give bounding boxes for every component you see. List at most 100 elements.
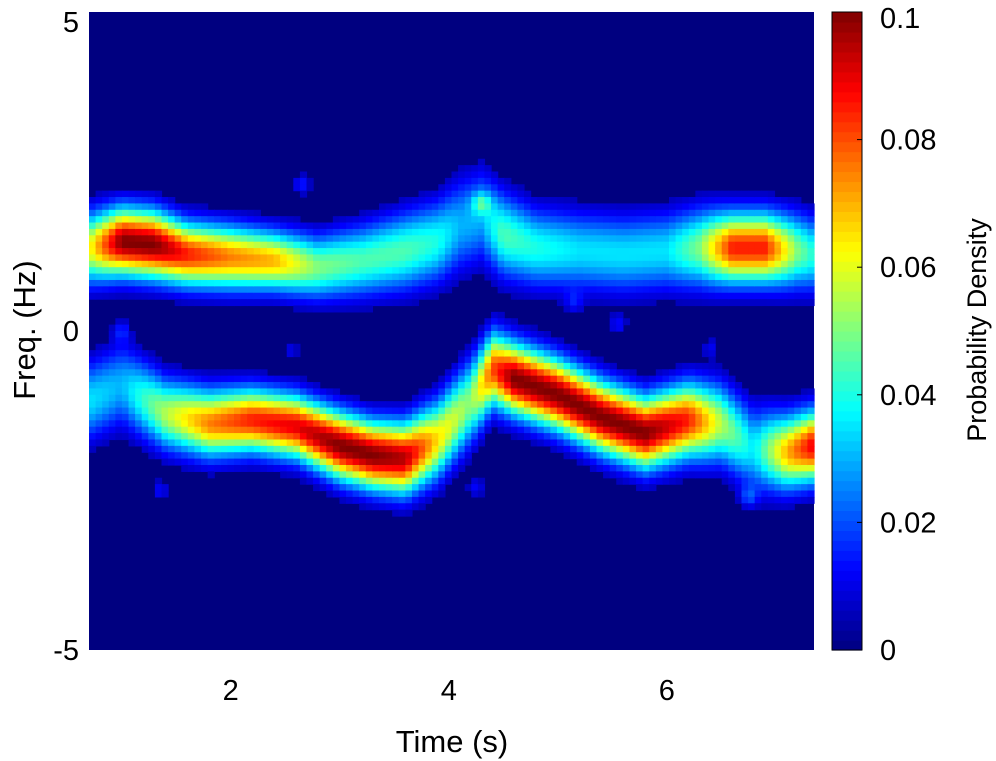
heatmap-cell	[510, 324, 519, 332]
heatmap-cell	[517, 267, 525, 275]
heatmap-cell	[800, 254, 809, 262]
heatmap-cell	[365, 503, 374, 511]
heatmap-cell	[649, 235, 657, 243]
heatmap-cell	[484, 241, 492, 249]
heatmap-cell	[286, 420, 294, 428]
heatmap-cell	[741, 484, 749, 492]
heatmap-cell	[121, 248, 130, 256]
heatmap-cell	[425, 401, 433, 409]
heatmap-cell	[576, 260, 584, 268]
heatmap-cell	[721, 426, 729, 434]
x-tick-label: 2	[223, 675, 239, 707]
heatmap-cell	[359, 216, 367, 224]
heatmap-cell	[398, 222, 406, 230]
heatmap-cell	[154, 235, 163, 243]
colorbar-step	[832, 630, 862, 641]
heatmap-cell	[741, 394, 749, 402]
heatmap-cell	[504, 190, 512, 198]
heatmap-cell	[339, 235, 347, 243]
heatmap-cell	[187, 426, 196, 434]
heatmap-cell	[319, 273, 327, 281]
heatmap-cell	[622, 286, 631, 294]
heatmap-cell	[425, 286, 433, 294]
heatmap-cell	[260, 267, 268, 275]
heatmap-cell	[247, 388, 255, 396]
colorbar-step	[832, 301, 862, 312]
heatmap-cell	[484, 388, 492, 396]
heatmap-cell	[253, 369, 261, 377]
heatmap-cell	[253, 464, 261, 472]
heatmap-cell	[266, 292, 275, 300]
heatmap-cell	[589, 452, 598, 460]
heatmap-cell	[240, 273, 248, 281]
heatmap-cell	[583, 388, 591, 396]
heatmap-cell	[504, 337, 512, 345]
heatmap-cell	[721, 197, 729, 204]
heatmap-cell	[379, 401, 387, 409]
heatmap-cell	[444, 369, 453, 377]
heatmap-cell	[365, 209, 374, 217]
heatmap-cell	[379, 420, 387, 428]
heatmap-cell	[688, 197, 696, 204]
heatmap-cell	[273, 222, 281, 230]
heatmap-cell	[181, 260, 189, 268]
heatmap-cell	[471, 420, 479, 428]
heatmap-cell	[405, 222, 413, 230]
heatmap-cell	[616, 279, 624, 287]
heatmap-cell	[471, 184, 479, 192]
heatmap-cell	[754, 401, 762, 409]
heatmap-cell	[682, 464, 690, 472]
heatmap-cell	[530, 331, 538, 338]
heatmap-cell	[550, 407, 558, 415]
heatmap-cell	[807, 203, 815, 211]
heatmap-cell	[174, 452, 182, 460]
heatmap-cell	[629, 203, 637, 211]
heatmap-cell	[510, 222, 519, 230]
heatmap-cell	[734, 484, 743, 492]
heatmap-cell	[583, 267, 591, 275]
heatmap-cell	[425, 279, 433, 287]
heatmap-cell	[748, 292, 756, 300]
heatmap-cell	[563, 260, 571, 268]
heatmap-cell	[787, 484, 795, 492]
heatmap-cell	[629, 382, 637, 390]
heatmap-cell	[629, 299, 637, 307]
heatmap-cell	[576, 356, 584, 364]
heatmap-cell	[609, 382, 617, 390]
heatmap-cell	[754, 203, 762, 211]
heatmap-cell	[510, 350, 519, 358]
heatmap-cell	[655, 458, 664, 466]
heatmap-cell	[807, 452, 815, 460]
heatmap-cell	[807, 496, 815, 504]
heatmap-cell	[616, 426, 624, 434]
heatmap-cell	[313, 286, 321, 294]
heatmap-cell	[675, 292, 683, 300]
colorbar-step	[832, 620, 862, 631]
heatmap-cell	[372, 222, 380, 230]
heatmap-cell	[556, 407, 565, 415]
heatmap-cell	[359, 222, 367, 230]
heatmap-cell	[695, 292, 703, 300]
heatmap-cell	[115, 273, 123, 281]
heatmap-cell	[524, 356, 532, 364]
heatmap-cell	[299, 171, 308, 179]
heatmap-cell	[339, 471, 347, 479]
heatmap-cell	[431, 267, 439, 275]
heatmap-cell	[708, 369, 716, 377]
heatmap-cell	[484, 375, 492, 383]
heatmap-cell	[510, 267, 519, 275]
heatmap-cell	[135, 248, 143, 256]
heatmap-cell	[425, 490, 433, 498]
heatmap-cell	[596, 433, 604, 441]
heatmap-cell	[102, 260, 110, 268]
heatmap-cell	[451, 401, 459, 409]
heatmap-cell	[491, 171, 499, 179]
heatmap-cell	[102, 375, 110, 383]
heatmap-cell	[622, 394, 631, 402]
heatmap-cell	[227, 209, 235, 217]
heatmap-cell	[220, 273, 229, 281]
heatmap-cell	[748, 445, 756, 453]
heatmap-cell	[636, 267, 644, 275]
heatmap-cell	[794, 452, 802, 460]
heatmap-cell	[741, 490, 749, 498]
